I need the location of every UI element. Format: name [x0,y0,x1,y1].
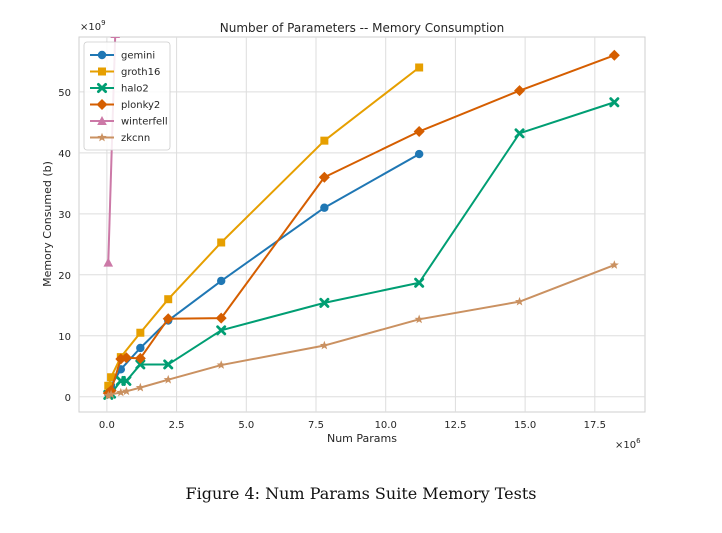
data-point-groth16 [415,63,424,72]
y-axis-label: Memory Consumed (b) [41,161,54,287]
data-point-plonky2 [134,352,146,364]
data-point-zkcnn [319,340,329,350]
legend-item-winterfell: winterfell [90,116,168,128]
data-point-gemini [414,149,424,159]
data-point-halo2 [135,359,146,370]
plot-area [78,36,646,413]
chart-title: Number of Parameters -- Memory Consumpti… [220,21,504,35]
data-point-winterfell [103,257,114,267]
y-multiplier-base: ×10 [80,22,101,33]
data-point-plonky2 [162,313,174,325]
legend-label: halo2 [121,84,149,95]
data-point-halo2 [319,297,330,308]
tick-labels: 0.0 2.5 5.0 7.5 10.0 12.5 15.0 17.5 0 10 20 30 40 50 [58,88,606,431]
series-layer [102,37,620,400]
x-tick-label: 2.5 [169,420,185,431]
legend-label: groth16 [121,67,160,78]
legend-item-groth16: groth16 [90,67,160,78]
series-zkcnn [103,260,619,400]
figure-caption: Figure 4: Num Params Suite Memory Tests [185,484,537,503]
data-point-zkcnn [135,382,145,392]
y-multiplier-exp: 9 [101,19,105,27]
y-multiplier: ×109 [80,19,106,33]
legend-label: winterfell [121,117,168,128]
data-point-zkcnn [116,387,126,397]
legend-label: gemini [121,51,155,62]
legend-item-halo2: halo2 [90,83,149,95]
data-point-plonky2 [608,49,620,61]
data-point-halo2 [163,359,174,370]
data-point-zkcnn [106,389,116,399]
legend: gemini groth16 halo2 plonky2 winterfell zkcnn [83,41,171,151]
data-point-halo2 [514,128,525,139]
data-point-groth16 [164,295,173,304]
data-point-zkcnn [216,360,226,369]
x-multiplier-base: ×10 [615,440,636,451]
data-point-halo2 [414,277,425,288]
x-multiplier-exp: 6 [636,437,641,445]
data-point-plonky2 [215,312,227,324]
data-point-gemini [216,276,226,286]
legend-label: plonky2 [121,100,160,111]
x-tick-label: 0.0 [99,420,115,431]
data-point-groth16 [136,328,145,337]
data-point-zkcnn [163,374,173,384]
data-point-gemini [136,343,145,353]
y-tick-label: 40 [58,149,71,160]
legend-marker-plonky2 [96,99,108,110]
x-axis-label: Num Params [327,432,397,445]
data-point-plonky2 [514,85,526,97]
data-point-zkcnn [414,314,424,324]
data-point-zkcnn [514,296,525,306]
data-point-halo2 [216,325,227,336]
legend-marker-groth16 [98,67,106,76]
x-multiplier: ×106 [615,437,641,451]
y-tick-label: 0 [65,393,71,404]
x-tick-label: 17.5 [584,420,606,431]
legend-item-plonky2: plonky2 [90,99,160,111]
data-point-plonky2 [318,171,330,183]
data-point-plonky2 [413,126,425,138]
chart: 0.0 2.5 5.0 7.5 10.0 12.5 15.0 17.501020304050 … [41,19,646,451]
y-tick-label: 10 [58,332,71,343]
data-point-gemini [320,203,329,212]
x-tick-label: 12.5 [444,420,466,431]
legend-label: zkcnn [121,133,150,144]
data-point-zkcnn [609,260,619,269]
legend-item-gemini: gemini [90,51,155,62]
legend-marker-gemini [97,50,107,60]
x-tick-label: 10.0 [375,420,397,431]
x-tick-label: 7.5 [308,420,324,431]
legend-marker-winterfell [97,116,107,125]
data-point-halo2 [609,97,620,108]
data-point-groth16 [107,373,116,382]
legend-item-zkcnn: zkcnn [90,132,150,144]
data-point-winterfell [110,37,121,38]
y-tick-label: 50 [58,88,71,99]
y-tick-label: 20 [58,271,71,282]
legend-marker-halo2 [97,83,107,93]
data-point-zkcnn [121,386,131,396]
y-tick-label: 30 [58,210,71,221]
data-point-groth16 [320,136,329,145]
data-point-groth16 [217,238,226,247]
x-tick-label: 5.0 [238,420,254,431]
data-point-plonky2 [120,352,132,364]
legend-marker-zkcnn [97,132,107,142]
data-point-halo2 [121,375,132,386]
x-tick-label: 15.0 [514,420,536,431]
data-point-zkcnn [103,390,113,400]
data-point-groth16 [104,381,113,390]
